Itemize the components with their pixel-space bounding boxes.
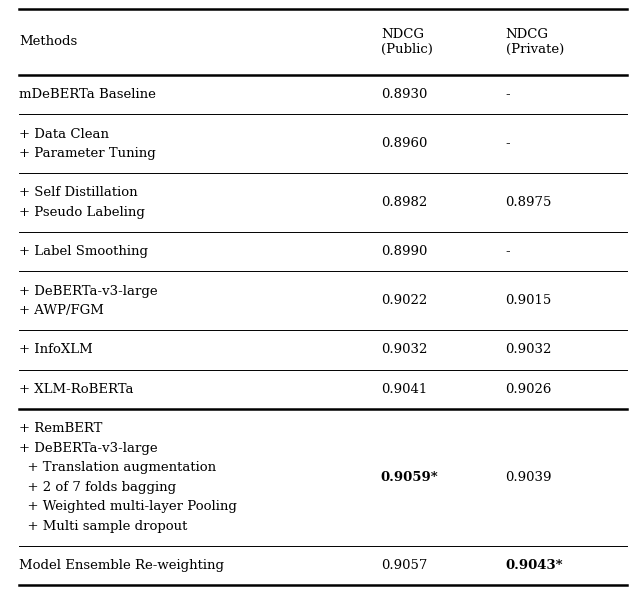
Text: + DeBERTa-v3-large: + DeBERTa-v3-large [19, 441, 158, 454]
Text: 0.9043*: 0.9043* [506, 559, 563, 572]
Text: -: - [506, 245, 510, 258]
Text: 0.9057: 0.9057 [381, 559, 427, 572]
Text: Methods: Methods [19, 35, 77, 48]
Text: 0.9026: 0.9026 [506, 383, 552, 396]
Text: 0.8975: 0.8975 [506, 196, 552, 209]
Text: 0.9022: 0.9022 [381, 294, 427, 307]
Text: 0.9059*: 0.9059* [381, 471, 438, 484]
Text: -: - [506, 137, 510, 150]
Text: + Label Smoothing: + Label Smoothing [19, 245, 148, 258]
Text: Model Ensemble Re-weighting: Model Ensemble Re-weighting [19, 559, 224, 572]
Text: 0.8990: 0.8990 [381, 245, 427, 258]
Text: mDeBERTa Baseline: mDeBERTa Baseline [19, 88, 156, 101]
Text: 0.9032: 0.9032 [506, 343, 552, 356]
Text: + AWP/FGM: + AWP/FGM [19, 304, 104, 317]
Text: + Parameter Tuning: + Parameter Tuning [19, 147, 156, 160]
Text: 0.9032: 0.9032 [381, 343, 427, 356]
Text: NDCG
(Private): NDCG (Private) [506, 28, 564, 56]
Text: + Translation augmentation: + Translation augmentation [19, 461, 216, 474]
Text: 0.9039: 0.9039 [506, 471, 552, 484]
Text: -: - [506, 88, 510, 101]
Text: 0.9015: 0.9015 [506, 294, 552, 307]
Text: + RemBERT: + RemBERT [19, 422, 102, 435]
Text: + InfoXLM: + InfoXLM [19, 343, 93, 356]
Text: + DeBERTa-v3-large: + DeBERTa-v3-large [19, 284, 158, 297]
Text: 0.8930: 0.8930 [381, 88, 427, 101]
Text: 0.8960: 0.8960 [381, 137, 427, 150]
Text: + XLM-RoBERTa: + XLM-RoBERTa [19, 383, 134, 396]
Text: + Weighted multi-layer Pooling: + Weighted multi-layer Pooling [19, 500, 237, 513]
Text: NDCG
(Public): NDCG (Public) [381, 28, 433, 56]
Text: + Self Distillation: + Self Distillation [19, 186, 138, 199]
Text: + 2 of 7 folds bagging: + 2 of 7 folds bagging [19, 481, 177, 494]
Text: + Data Clean: + Data Clean [19, 127, 109, 140]
Text: 0.9041: 0.9041 [381, 383, 427, 396]
Text: 0.8982: 0.8982 [381, 196, 427, 209]
Text: + Pseudo Labeling: + Pseudo Labeling [19, 206, 145, 219]
Text: + Multi sample dropout: + Multi sample dropout [19, 520, 188, 533]
